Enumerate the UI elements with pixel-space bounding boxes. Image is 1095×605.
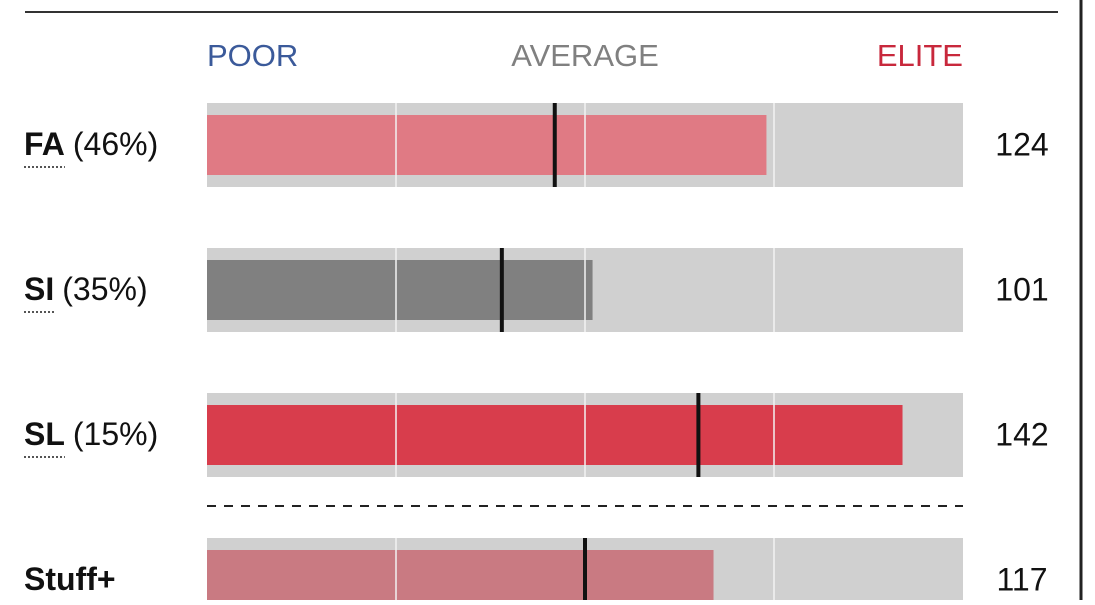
usage-label: (15%)	[73, 416, 158, 452]
pitch-name: Stuff+	[24, 561, 116, 597]
scale-label: ELITE	[877, 38, 963, 73]
usage-label: (35%)	[62, 271, 147, 307]
bar	[207, 260, 593, 320]
bar	[207, 550, 714, 605]
category-label: Stuff+	[24, 561, 116, 597]
bar	[207, 405, 903, 465]
value-label: 117	[996, 561, 1047, 597]
bar	[207, 115, 767, 175]
value-label: 124	[995, 126, 1048, 162]
pitch-name: SI	[24, 271, 54, 307]
value-label: 142	[995, 416, 1048, 452]
scale-label: AVERAGE	[511, 38, 659, 73]
scale-label: POOR	[207, 38, 298, 73]
pitch-name: FA	[24, 126, 65, 162]
category-label: SL (15%)	[24, 416, 158, 452]
category-label: SI (35%)	[24, 271, 148, 307]
usage-label: (46%)	[73, 126, 158, 162]
pitch-name: SL	[24, 416, 65, 452]
category-label: FA (46%)	[24, 126, 158, 162]
value-label: 101	[995, 271, 1048, 307]
